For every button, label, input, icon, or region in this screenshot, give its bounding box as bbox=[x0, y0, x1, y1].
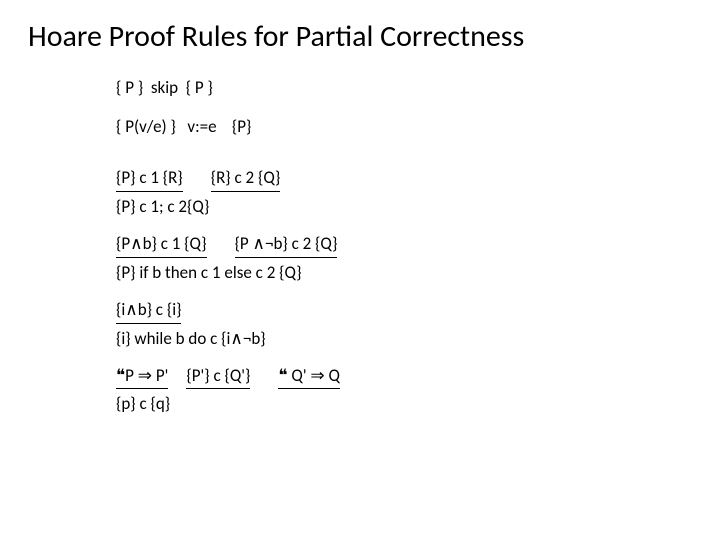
rule-skip: { P } skip { P } bbox=[116, 77, 692, 100]
while-premise: {i∧b} c {i} bbox=[116, 299, 181, 324]
rule-assign: { P(v/e) } v:=e {P} bbox=[116, 116, 692, 139]
seq-premise-2: {R} c 2 {Q} bbox=[211, 167, 281, 192]
cons-premise-2: {P'} c {Q'} bbox=[186, 365, 250, 390]
cond-premise-1: {P∧b} c 1 {Q} bbox=[116, 233, 207, 258]
cons-conclusion: {p} c {q} bbox=[116, 393, 692, 416]
seq-premise-1: {P} c 1 {R} bbox=[116, 167, 183, 192]
cons-premise-1: ❝P ⇒ P' bbox=[116, 365, 168, 390]
rule-conseq: ❝P ⇒ P' {P'} c {Q'} ❝ Q' ⇒ Q {p} c {q} bbox=[116, 365, 692, 417]
rules-content: { P } skip { P } { P(v/e) } v:=e {P} {P}… bbox=[116, 77, 692, 416]
page-title: Hoare Proof Rules for Partial Correctnes… bbox=[28, 18, 692, 55]
rule-cond: {P∧b} c 1 {Q} {P ∧¬b} c 2 {Q} {P} if b th… bbox=[116, 233, 692, 285]
while-conclusion: {i} while b do c {i∧¬b} bbox=[116, 328, 692, 351]
seq-conclusion: {P} c 1; c 2{Q} bbox=[116, 196, 692, 219]
cond-conclusion: {P} if b then c 1 else c 2 {Q} bbox=[116, 262, 692, 285]
cond-premise-2: {P ∧¬b} c 2 {Q} bbox=[235, 233, 338, 258]
cons-premise-3: ❝ Q' ⇒ Q bbox=[278, 365, 340, 390]
rule-seq: {P} c 1 {R} {R} c 2 {Q} {P} c 1; c 2{Q} bbox=[116, 167, 692, 219]
rule-while: {i∧b} c {i} {i} while b do c {i∧¬b} bbox=[116, 299, 692, 351]
